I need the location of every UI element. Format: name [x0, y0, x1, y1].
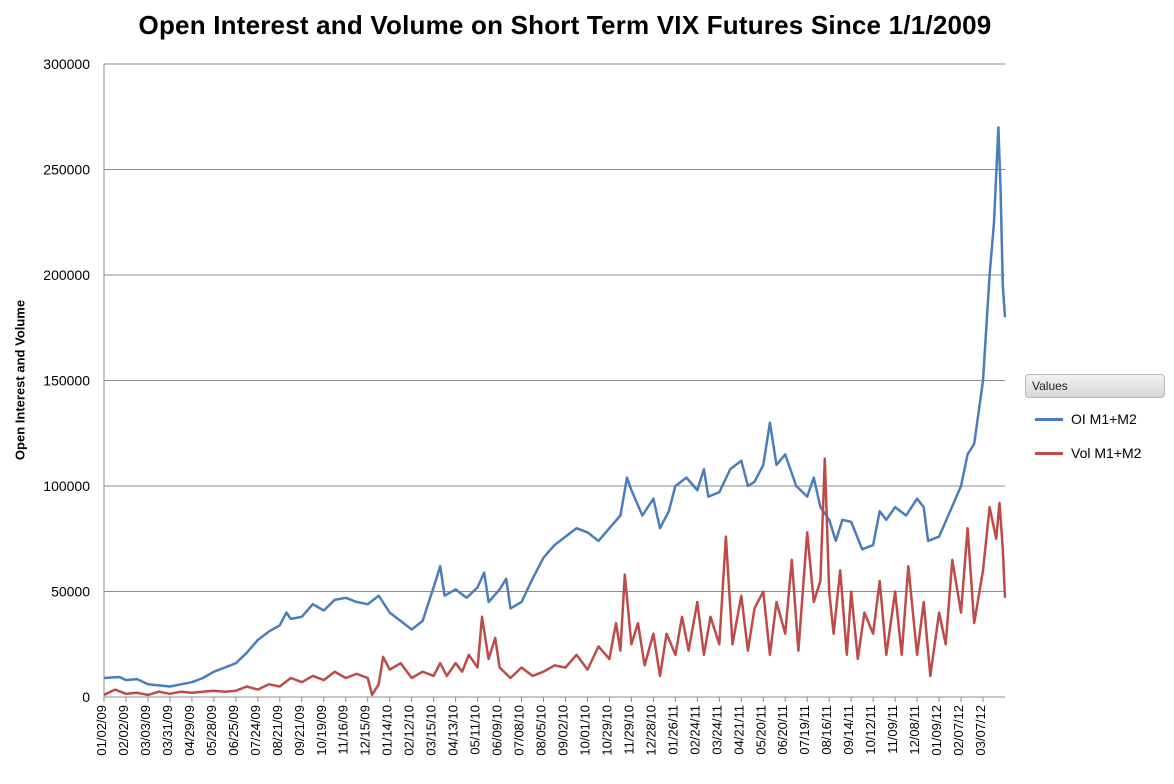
x-tick-label: 03/24/11 [709, 705, 724, 755]
x-tick-label: 06/20/11 [775, 705, 790, 755]
x-tick-label: 09/02/10 [555, 705, 570, 756]
x-tick-label: 04/21/11 [731, 705, 746, 755]
x-tick-label: 01/26/11 [665, 705, 680, 755]
x-tick-label: 01/02/09 [94, 705, 109, 756]
x-tick-label: 05/20/11 [753, 705, 768, 755]
x-tick-label: 02/07/12 [951, 705, 966, 756]
series-lines [103, 126, 1007, 697]
chart-title: Open Interest and Volume on Short Term V… [138, 10, 992, 40]
x-tick-label: 10/29/10 [599, 705, 614, 756]
x-tick-label: 02/24/11 [687, 705, 702, 755]
x-tick-label: 03/15/10 [424, 705, 439, 756]
x-tick-label: 03/07/12 [973, 705, 988, 756]
x-tick-label: 07/19/11 [797, 705, 812, 755]
axes [103, 64, 1005, 702]
x-tick-labels: 01/02/09 02/02/09 03/03/09 03/31/09 04/29/09… [94, 705, 988, 756]
x-tick-label: 09/21/09 [292, 705, 307, 756]
x-tick-label: 03/31/09 [160, 705, 175, 756]
x-tick-label: 08/16/11 [819, 705, 834, 755]
x-tick-label: 05/28/09 [204, 705, 219, 756]
y-tick-labels: 0 50000 100000 150000 200000 250000 300000 [43, 56, 90, 705]
x-tick-label: 10/01/10 [577, 705, 592, 756]
x-tick-label: 09/14/11 [841, 705, 856, 755]
legend-swatch-oi [1035, 418, 1063, 421]
x-tick-label: 02/12/10 [402, 705, 417, 756]
x-tick-label: 08/21/09 [270, 705, 285, 756]
y-tick-label: 50000 [51, 584, 90, 600]
legend-label-oi: OI M1+M2 [1071, 411, 1137, 427]
legend-title[interactable]: Values [1025, 374, 1165, 398]
y-tick-label: 250000 [43, 162, 90, 178]
x-tick-label: 06/25/09 [226, 705, 241, 756]
y-tick-label: 300000 [43, 56, 90, 72]
legend-label-vol: Vol M1+M2 [1071, 445, 1142, 461]
x-tick-label: 01/14/10 [380, 705, 395, 756]
x-tick-label: 10/12/11 [863, 705, 878, 755]
legend: Values OI M1+M2 Vol M1+M2 [1025, 374, 1165, 466]
x-tick-label: 01/09/12 [929, 705, 944, 756]
x-tick-label: 12/08/11 [907, 705, 922, 755]
x-tick-label: 06/09/10 [490, 705, 505, 756]
series-line-vol [103, 457, 1007, 697]
gridlines [104, 63, 1005, 592]
legend-item-oi: OI M1+M2 [1025, 406, 1165, 432]
legend-item-vol: Vol M1+M2 [1025, 440, 1165, 466]
y-tick-label: 0 [82, 689, 90, 705]
y-tick-label: 100000 [43, 478, 90, 494]
series-line-oi [103, 126, 1007, 688]
x-tick-label: 11/29/10 [621, 705, 636, 755]
x-tick-label: 11/16/09 [336, 705, 351, 755]
x-tick-label: 11/09/11 [885, 705, 900, 754]
x-tick-label: 04/13/10 [446, 705, 461, 756]
x-tick-label: 12/28/10 [643, 705, 658, 756]
x-tick-label: 04/29/09 [182, 705, 197, 756]
x-tick-label: 05/11/10 [468, 705, 483, 755]
legend-swatch-vol [1035, 452, 1063, 455]
x-tick-label: 02/02/09 [116, 705, 131, 756]
x-tick-label: 03/03/09 [138, 705, 153, 756]
x-tick-label: 07/08/10 [512, 705, 527, 756]
x-tick-label: 12/15/09 [358, 705, 373, 756]
y-tick-label: 200000 [43, 267, 90, 283]
x-tick-label: 07/24/09 [248, 705, 263, 756]
y-tick-label: 150000 [43, 373, 90, 389]
x-tick-label: 08/05/10 [534, 705, 549, 756]
x-tick-label: 10/19/09 [314, 705, 329, 756]
